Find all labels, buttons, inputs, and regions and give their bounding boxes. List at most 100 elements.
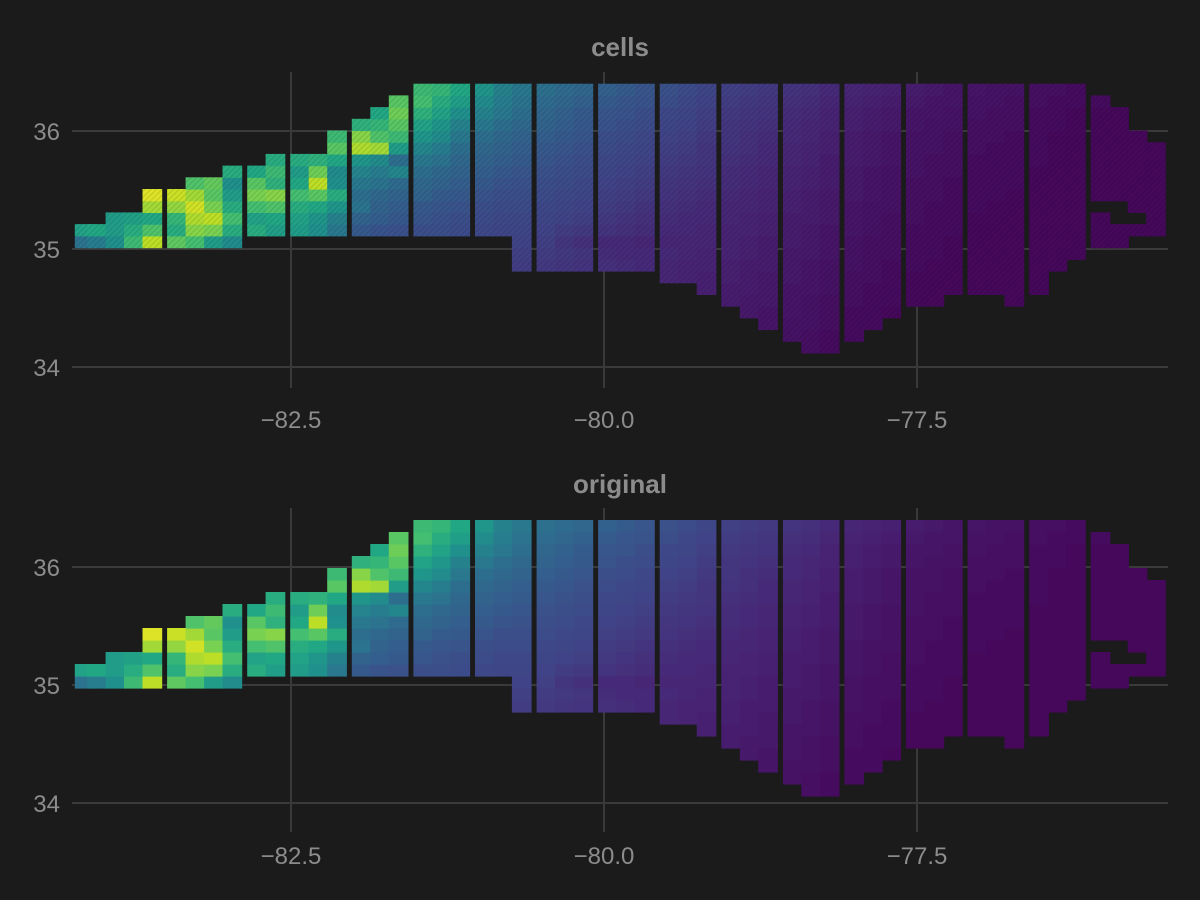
- cell-texture: [967, 83, 988, 96]
- heatmap-cell: [678, 544, 698, 557]
- heatmap-cell: [351, 640, 372, 653]
- heatmap-cell: [801, 580, 821, 593]
- cell-texture: [801, 107, 821, 120]
- cell-texture: [635, 224, 655, 237]
- cell-texture: [1109, 153, 1129, 167]
- heatmap-cell: [739, 748, 760, 761]
- heatmap-cell: [1029, 700, 1049, 713]
- cell-texture: [967, 224, 988, 237]
- cell-texture: [739, 189, 760, 202]
- heatmap-cell: [924, 652, 945, 665]
- heatmap-cell: [616, 556, 637, 569]
- heatmap-cell: [881, 556, 902, 569]
- cell-texture: [1090, 165, 1111, 178]
- cell-texture: [881, 153, 902, 167]
- heatmap-cell: [450, 520, 471, 533]
- heatmap-cell: [721, 616, 741, 629]
- cell-texture: [167, 212, 187, 225]
- cell-texture: [678, 212, 698, 225]
- heatmap-cell: [678, 652, 698, 665]
- heatmap-cell: [265, 604, 286, 617]
- cell-texture: [536, 95, 557, 108]
- heatmap-cell: [573, 520, 594, 533]
- cell-texture: [678, 95, 698, 108]
- cell-texture: [635, 189, 655, 202]
- heatmap-cell: [431, 580, 452, 593]
- heatmap-cell: [413, 544, 434, 557]
- panel-cells: cells −82.5 −80.0 −77.5 34 35 36: [33, 32, 1168, 434]
- cell-texture: [1109, 235, 1129, 249]
- cell-texture: [1066, 95, 1086, 108]
- cell-texture: [906, 294, 926, 307]
- heatmap-cell: [739, 652, 760, 665]
- heatmap-cell: [555, 532, 575, 545]
- cell-texture: [659, 130, 680, 143]
- heatmap-cell: [782, 676, 803, 689]
- cell-texture: [327, 130, 347, 143]
- heatmap-cell: [1029, 592, 1049, 605]
- heatmap-cell: [1047, 604, 1068, 617]
- cell-texture: [598, 118, 618, 132]
- cell-texture: [881, 189, 902, 202]
- heatmap-cell: [351, 592, 372, 605]
- cell-texture: [739, 107, 760, 120]
- cell-texture: [696, 271, 717, 284]
- cell-texture: [327, 189, 347, 202]
- heatmap-cell: [573, 532, 594, 545]
- heatmap-cell: [881, 604, 902, 617]
- cell-texture: [906, 165, 926, 178]
- heatmap-cell: [819, 532, 840, 545]
- cell-texture: [986, 200, 1006, 213]
- cell-texture: [308, 153, 329, 167]
- heatmap-cell: [986, 712, 1006, 725]
- cell-texture: [819, 235, 840, 249]
- cell-texture: [696, 224, 717, 237]
- heatmap-cell: [635, 604, 655, 617]
- cell-texture: [1066, 247, 1086, 260]
- cell-texture: [308, 200, 329, 213]
- heatmap-cell: [616, 580, 637, 593]
- heatmap-cell: [758, 748, 778, 761]
- cell-texture: [1029, 177, 1049, 190]
- cell-texture: [819, 107, 840, 120]
- cell-texture: [573, 177, 594, 190]
- cell-texture: [1047, 107, 1068, 120]
- heatmap-cell: [967, 676, 988, 689]
- cell-texture: [204, 189, 224, 202]
- cell-texture: [782, 317, 803, 331]
- cell-texture: [721, 83, 741, 96]
- cell-texture: [696, 95, 717, 108]
- heatmap-cell: [308, 604, 329, 617]
- heatmap-cell: [862, 580, 883, 593]
- cell-texture: [1029, 130, 1049, 143]
- heatmap-cell: [1109, 568, 1129, 581]
- heatmap-cell: [782, 628, 803, 641]
- cell-texture: [1146, 142, 1166, 155]
- cell-texture: [511, 235, 532, 249]
- cell-texture: [142, 189, 163, 202]
- heatmap-cell: [844, 604, 865, 617]
- cell-texture: [370, 200, 390, 213]
- heatmap-cell: [413, 640, 434, 653]
- heatmap-cell: [862, 736, 883, 749]
- heatmap-cell: [475, 616, 495, 629]
- cell-texture: [536, 224, 557, 237]
- cell-texture: [659, 118, 680, 132]
- cell-texture: [819, 177, 840, 190]
- cell-texture: [967, 259, 988, 272]
- heatmap-cell: [1029, 568, 1049, 581]
- cell-texture: [616, 153, 637, 167]
- cell-texture: [573, 165, 594, 178]
- heatmap-cell: [986, 520, 1006, 533]
- heatmap-cell: [555, 520, 575, 533]
- cell-texture: [370, 177, 390, 190]
- cell-texture: [967, 189, 988, 202]
- heatmap-cell: [844, 724, 865, 737]
- cell-texture: [1004, 235, 1025, 249]
- x-tick-label: −80.0: [574, 843, 635, 870]
- cell-texture: [536, 83, 557, 96]
- heatmap-cell: [536, 556, 557, 569]
- heatmap-cell: [1090, 652, 1111, 665]
- heatmap-cell: [844, 616, 865, 629]
- cell-texture: [370, 224, 390, 237]
